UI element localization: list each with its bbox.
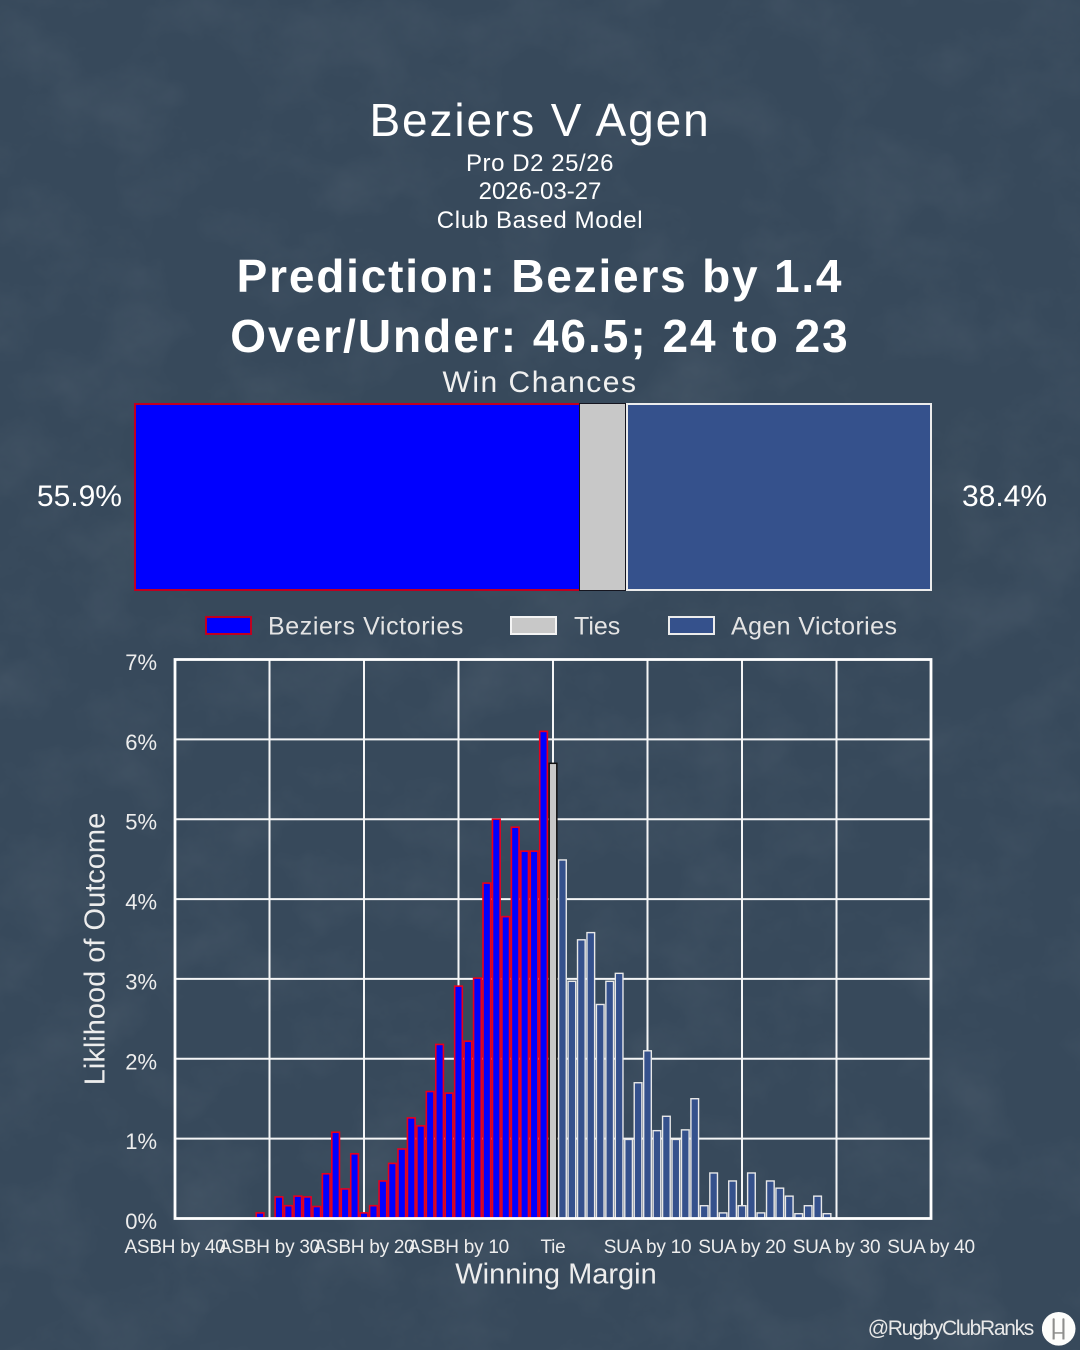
svg-text:3%: 3% — [125, 969, 157, 994]
svg-text:4%: 4% — [125, 890, 157, 915]
svg-text:ASBH by 30: ASBH by 30 — [219, 1237, 320, 1258]
svg-text:1%: 1% — [125, 1129, 157, 1154]
svg-text:SUA by 20: SUA by 20 — [698, 1237, 786, 1258]
svg-text:SUA by 30: SUA by 30 — [793, 1237, 881, 1258]
svg-text:ASBH by 10: ASBH by 10 — [408, 1237, 509, 1258]
svg-text:Winning Margin: Winning Margin — [455, 1259, 656, 1291]
svg-text:5%: 5% — [125, 810, 157, 835]
svg-text:Liklihood of Outcome: Liklihood of Outcome — [80, 813, 112, 1085]
svg-text:Tie: Tie — [541, 1237, 566, 1258]
svg-text:SUA by 10: SUA by 10 — [604, 1237, 692, 1258]
svg-text:0%: 0% — [125, 1209, 157, 1234]
svg-text:ASBH by 40: ASBH by 40 — [125, 1237, 226, 1258]
svg-text:ASBH by 20: ASBH by 20 — [314, 1237, 415, 1258]
svg-text:SUA by 40: SUA by 40 — [887, 1237, 975, 1258]
svg-text:2%: 2% — [125, 1049, 157, 1074]
svg-text:7%: 7% — [125, 650, 157, 675]
svg-text:6%: 6% — [125, 730, 157, 755]
